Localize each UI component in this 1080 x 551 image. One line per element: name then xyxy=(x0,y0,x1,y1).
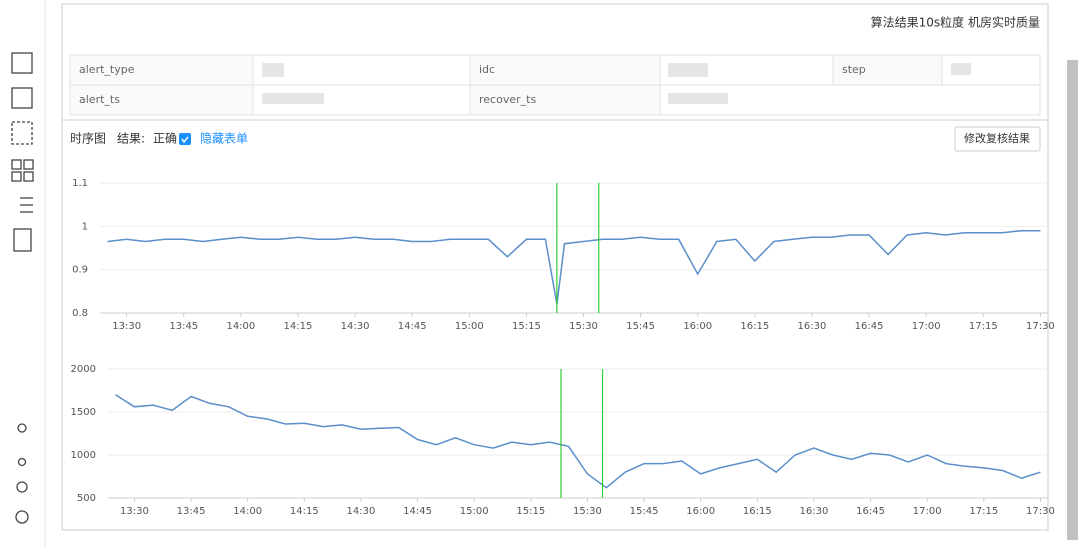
blurred-value xyxy=(262,63,284,77)
y-tick-label: 0.8 xyxy=(72,308,88,319)
y-tick-label: 1.1 xyxy=(72,178,88,189)
x-tick-label: 15:45 xyxy=(630,506,659,517)
x-tick-label: 16:30 xyxy=(798,321,827,332)
sidebar-icons[interactable] xyxy=(11,52,34,524)
icon-binary[interactable] xyxy=(11,121,33,145)
icon-settings[interactable] xyxy=(16,481,28,493)
x-tick-label: 17:00 xyxy=(913,506,942,517)
x-tick-label: 15:30 xyxy=(573,506,602,517)
icon-grid[interactable] xyxy=(11,159,34,182)
x-tick-label: 17:15 xyxy=(969,506,998,517)
x-tick-label: 15:15 xyxy=(512,321,541,332)
x-tick-label: 13:45 xyxy=(169,321,198,332)
series-line xyxy=(115,394,1041,489)
x-tick-label: 14:45 xyxy=(398,321,427,332)
x-tick-label: 17:00 xyxy=(912,321,941,332)
field-label: recover_ts xyxy=(479,93,536,106)
x-tick-label: 14:15 xyxy=(284,321,313,332)
edit-button[interactable] xyxy=(954,126,1041,152)
x-tick-label: 15:00 xyxy=(460,506,489,517)
x-tick-label: 16:15 xyxy=(743,506,772,517)
x-tick-label: 17:30 xyxy=(1026,506,1055,517)
field-label: idc xyxy=(479,63,495,76)
x-tick-label: 16:45 xyxy=(856,506,885,517)
x-tick-label: 14:00 xyxy=(233,506,262,517)
panel xyxy=(61,3,1049,531)
x-tick-label: 15:30 xyxy=(569,321,598,332)
icon-key[interactable] xyxy=(17,457,27,467)
y-tick-label: 1000 xyxy=(71,450,96,461)
x-tick-label: 14:45 xyxy=(403,506,432,517)
x-tick-label: 14:30 xyxy=(347,506,376,517)
x-tick-label: 16:45 xyxy=(855,321,884,332)
x-tick-label: 13:30 xyxy=(120,506,149,517)
icon-power[interactable] xyxy=(15,510,29,524)
x-tick-label: 16:30 xyxy=(800,506,829,517)
x-tick-label: 15:45 xyxy=(626,321,655,332)
x-tick-label: 17:15 xyxy=(969,321,998,332)
x-tick-label: 14:15 xyxy=(290,506,319,517)
x-tick-label: 16:15 xyxy=(740,321,769,332)
series-line xyxy=(107,229,1041,305)
x-tick-label: 13:30 xyxy=(112,321,141,332)
blurred-value xyxy=(668,93,728,104)
icon-list[interactable] xyxy=(20,197,33,213)
toggle-form[interactable]: 隐藏表单 xyxy=(200,132,248,146)
checkbox-tick xyxy=(181,136,189,144)
x-tick-label: 14:30 xyxy=(341,321,370,332)
checkbox[interactable] xyxy=(179,133,191,145)
edit-button-label[interactable]: 修改复核结果 xyxy=(964,131,1030,145)
x-tick-label: 15:15 xyxy=(516,506,545,517)
field-label: alert_type xyxy=(79,63,135,76)
field-label: step xyxy=(842,63,866,76)
blurred-value xyxy=(951,63,971,75)
y-tick-label: 2000 xyxy=(71,364,96,375)
icon-doc[interactable] xyxy=(11,52,33,74)
y-tick-label: 0.9 xyxy=(72,265,88,276)
x-tick-label: 13:45 xyxy=(177,506,206,517)
icon-user[interactable] xyxy=(17,423,27,433)
y-tick-label: 500 xyxy=(77,493,96,504)
blurred-value xyxy=(262,93,324,104)
icon-export[interactable] xyxy=(11,87,33,109)
x-tick-label: 17:30 xyxy=(1026,321,1055,332)
blurred-value xyxy=(668,63,708,77)
info-table: alert_type idc step alert_ts recover_ts xyxy=(69,54,1041,116)
view-label: 时序图 xyxy=(70,131,106,146)
result-value: 正确 xyxy=(153,132,177,146)
scrollbar[interactable] xyxy=(1067,60,1078,540)
panel-title: 算法结果10s粒度 机房实时质量 xyxy=(871,15,1040,30)
field-label: alert_ts xyxy=(79,93,120,106)
x-tick-label: 14:00 xyxy=(226,321,255,332)
x-tick-label: 15:00 xyxy=(455,321,484,332)
result-label: 结果: xyxy=(117,132,145,146)
y-tick-label: 1 xyxy=(82,221,88,232)
y-tick-label: 1500 xyxy=(71,407,96,418)
x-tick-label: 16:00 xyxy=(686,506,715,517)
x-tick-label: 16:00 xyxy=(683,321,712,332)
icon-log[interactable] xyxy=(13,228,32,252)
